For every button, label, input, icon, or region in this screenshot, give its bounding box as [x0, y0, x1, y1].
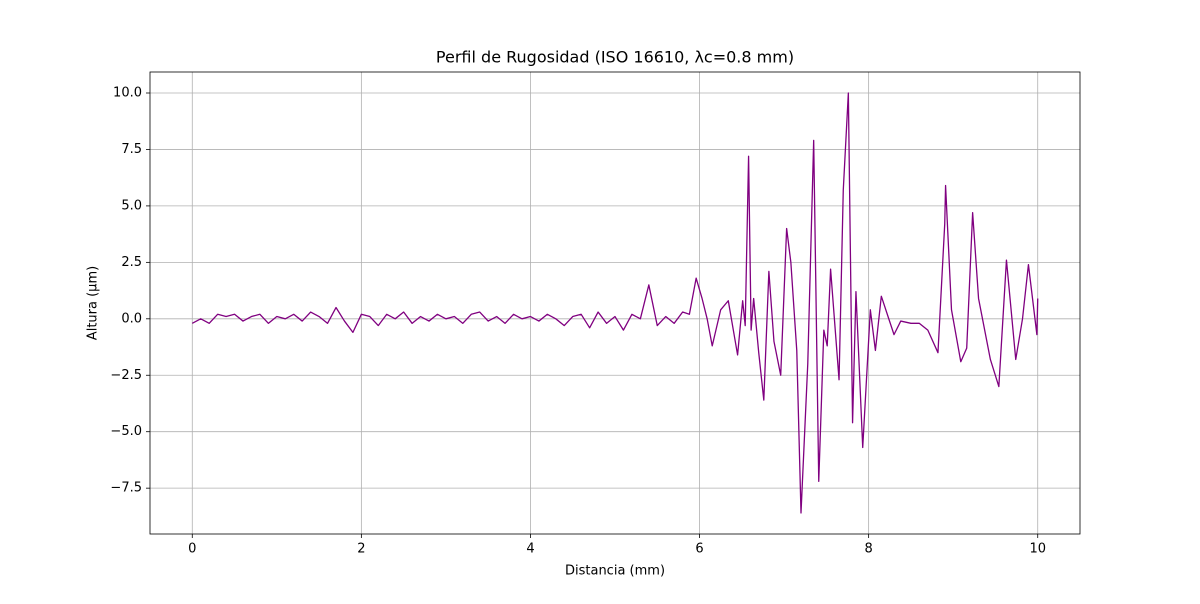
y-tick-label: 0.0 [121, 311, 142, 326]
x-tick-label: 2 [357, 542, 365, 557]
profile-line [191, 92, 1039, 514]
y-tick-label: 7.5 [121, 142, 142, 157]
x-tick-label: 8 [864, 542, 872, 557]
y-tick-label: 2.5 [121, 255, 142, 270]
y-axis-label: Altura (µm) [86, 266, 101, 340]
y-tick-label: 10.0 [113, 86, 142, 101]
chart-title: Perfil de Rugosidad (ISO 16610, λc=0.8 m… [436, 48, 794, 67]
x-axis-label: Distancia (mm) [565, 564, 665, 579]
x-tick-label: 0 [188, 542, 196, 557]
x-tick-label: 6 [695, 542, 703, 557]
y-tick-label: −7.5 [110, 481, 142, 496]
x-tick-label: 10 [1029, 542, 1046, 557]
y-tick-label: −5.0 [110, 424, 142, 439]
y-tick-label: −2.5 [110, 368, 142, 383]
y-tick-label: 5.0 [121, 198, 142, 213]
x-tick-label: 4 [526, 542, 534, 557]
plot-frame [149, 71, 1081, 535]
